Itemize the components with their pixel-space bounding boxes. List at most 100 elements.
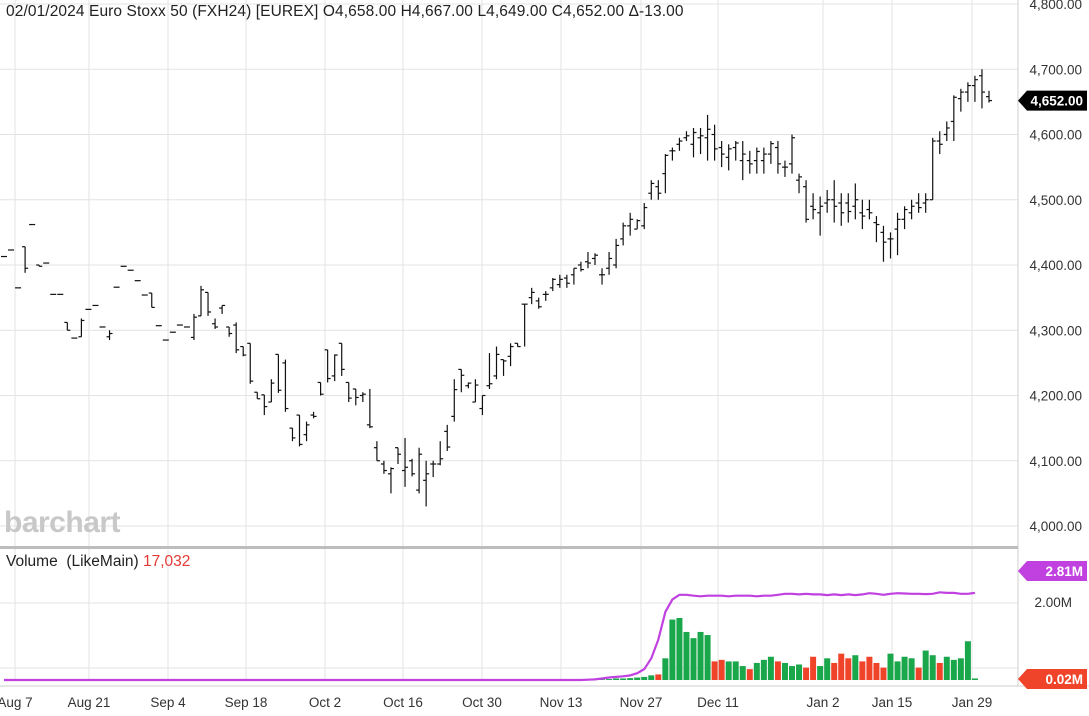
volume-bar [845, 658, 852, 680]
time-tick-label: Dec 11 [697, 695, 739, 710]
volume-bar [838, 653, 845, 680]
volume-bar [739, 666, 746, 680]
last-volume-badge-shape [1018, 669, 1087, 689]
price-tick-label: 4,600.00 [1029, 128, 1082, 143]
volume-bar [774, 661, 781, 680]
change-value: Δ-13.00 [628, 3, 684, 20]
volume-study: (LikeMain) [66, 553, 139, 570]
time-tick-label: Oct 30 [462, 695, 502, 710]
price-tick-label: 4,500.00 [1029, 193, 1082, 208]
volume-bar [669, 619, 676, 680]
volume-bar [817, 666, 824, 680]
last-volume-badge-text: 0.02M [1045, 672, 1083, 687]
volume-bar [767, 656, 774, 680]
volume-bar [929, 655, 936, 680]
volume-bar [718, 659, 725, 680]
volume-bar [753, 662, 760, 680]
time-tick-label: Aug 21 [68, 695, 111, 710]
volume-bar [606, 679, 613, 680]
volume-bar [908, 658, 915, 680]
volume-bar [655, 674, 662, 680]
time-tick-label: Jan 2 [806, 695, 839, 710]
volume-bar [880, 667, 887, 680]
volume-bar [866, 656, 873, 680]
time-tick-label: Sep 4 [150, 695, 186, 710]
close-value: C4,652.00 [551, 3, 625, 20]
time-tick-label: Oct 16 [383, 695, 423, 710]
volume-bar [634, 677, 641, 680]
time-tick-label: Nov 13 [540, 695, 583, 710]
last-volume-badge: 0.02M [1018, 669, 1087, 689]
price-tick-label: 4,200.00 [1029, 389, 1082, 404]
volume-bar [746, 669, 753, 680]
volume-tick-label: 2.00M [1034, 595, 1072, 610]
volume-bar [711, 661, 718, 680]
time-tick-label: Sep 18 [225, 695, 268, 710]
volume-bar [922, 650, 929, 680]
time-tick-label: Jan 15 [872, 695, 913, 710]
quote-date: 02/01/2024 [6, 3, 85, 20]
volume-bar [599, 679, 606, 680]
volume-bar [725, 661, 732, 680]
volume-average-badge-shape [1018, 561, 1087, 581]
brand-watermark: barchart [4, 506, 121, 539]
volume-bar [690, 638, 697, 680]
volume-title: Volume (LikeMain) 17,032 [6, 553, 190, 571]
volume-bar [859, 661, 866, 680]
volume-bar [760, 659, 767, 680]
open-value: O4,658.00 [322, 3, 397, 20]
volume-bar [810, 656, 817, 680]
price-tick-label: 4,100.00 [1029, 454, 1082, 469]
volume-bar [831, 662, 838, 680]
volume-bar [789, 666, 795, 680]
volume-bar [627, 678, 634, 680]
volume-bar [824, 658, 831, 680]
volume-bar [971, 678, 978, 680]
volume-bar [732, 661, 739, 680]
volume-bar [964, 641, 971, 680]
volume-label: Volume [6, 553, 58, 570]
chart-title: 02/01/2024 Euro Stoxx 50 (FXH24) [EUREX]… [6, 3, 684, 21]
volume-bar [683, 631, 690, 680]
symbol-name: Euro Stoxx 50 (FXH24) [EUREX] [89, 3, 319, 20]
high-value: H4,667.00 [400, 3, 474, 20]
volume-average-badge: 2.81M [1018, 561, 1087, 581]
volume-bar [697, 631, 704, 680]
volume-bar [662, 658, 669, 680]
price-tick-label: 4,400.00 [1029, 258, 1082, 273]
volume-bar [620, 678, 627, 680]
volume-bar [852, 655, 859, 680]
volume-bar [796, 664, 803, 680]
volume-bar [704, 635, 711, 680]
last-price-badge-shape [1018, 90, 1087, 111]
time-tick-label: Aug 7 [0, 695, 33, 710]
volume-bar [803, 667, 810, 680]
low-value: L4,649.00 [477, 3, 548, 20]
volume-bar [915, 667, 922, 680]
last-price-badge-text: 4,652.00 [1030, 94, 1083, 109]
volume-bar [950, 659, 957, 680]
volume-bar [936, 662, 943, 680]
volume-bar [873, 662, 880, 680]
volume-bar [641, 676, 648, 680]
volume-bar [613, 678, 620, 680]
volume-bar [781, 662, 788, 680]
pane-separator [0, 546, 1018, 549]
price-tick-label: 4,700.00 [1029, 62, 1082, 77]
last-price-badge: 4,652.00 [1018, 90, 1087, 111]
volume-bar [901, 656, 908, 680]
price-tick-label: 4,800.00 [1029, 0, 1082, 12]
price-tick-label: 4,000.00 [1029, 519, 1082, 534]
time-tick-label: Oct 2 [309, 695, 341, 710]
volume-bar [676, 618, 683, 680]
volume-average-line [4, 591, 976, 682]
time-tick-label: Jan 29 [952, 695, 993, 710]
volume-value: 17,032 [143, 553, 191, 570]
time-tick-label: Nov 27 [620, 695, 663, 710]
volume-bar [957, 658, 964, 680]
price-tick-label: 4,300.00 [1029, 323, 1082, 338]
volume-average-badge-text: 2.81M [1045, 564, 1083, 579]
volume-bar [943, 656, 950, 680]
volume-bar [648, 675, 655, 680]
